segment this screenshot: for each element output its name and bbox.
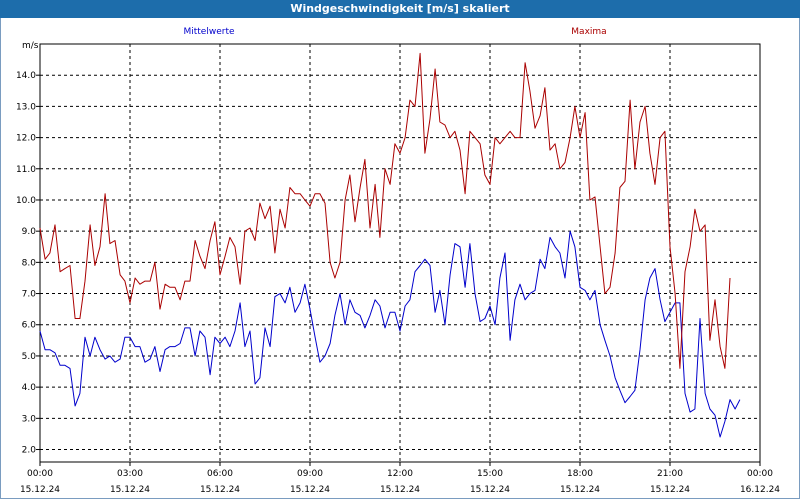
y-tick-label: 2.0 [22,446,37,456]
y-tick-label: 3.0 [22,414,37,424]
x-tick-date: 16.12.24 [740,485,780,495]
y-tick-label: 9.0 [22,227,37,237]
chart-title: Windgeschwindigkeit [m/s] skaliert [0,0,800,18]
x-tick-date: 15.12.24 [650,485,690,495]
y-tick-label: 7.0 [22,290,37,300]
x-tick-date: 15.12.24 [200,485,240,495]
x-tick-time: 09:00 [297,469,323,479]
y-tick-label: 11.0 [16,165,36,175]
x-tick-date: 15.12.24 [380,485,420,495]
x-tick-time: 18:00 [567,469,593,479]
x-tick-time: 06:00 [207,469,233,479]
y-tick-label: 14.0 [16,71,36,81]
x-tick-time: 00:00 [747,469,773,479]
y-axis: 2.0 3.0 4.0 5.0 6.0 7.0 8.0 9.0 10.0 11.0 12.0 13.0… [16,71,40,456]
series-lines [39,52,741,438]
y-tick-label: 13.0 [16,102,36,112]
legend-maxima: Maxima [571,27,606,37]
series-maxima-line [39,52,731,369]
x-tick-time: 12:00 [387,469,413,479]
x-tick-time: 21:00 [657,469,683,479]
x-tick-date: 15.12.24 [560,485,600,495]
y-tick-label: 6.0 [22,321,37,331]
x-tick-time: 00:00 [27,469,53,479]
x-tick-date: 15.12.24 [470,485,510,495]
x-tick-date: 15.12.24 [290,485,330,495]
x-axis: 00:00 15.12.24 03:00 15.12.24 06:00 15.12.24 0… [20,462,780,495]
x-tick-date: 15.12.24 [20,485,60,495]
x-tick-time: 15:00 [477,469,503,479]
y-tick-label: 4.0 [22,383,37,393]
y-tick-label: 8.0 [22,258,37,268]
x-tick-time: 03:00 [117,469,143,479]
x-tick-date: 15.12.24 [110,485,150,495]
y-axis-label: m/s [22,41,39,51]
series-mittelwerte-line [39,230,741,438]
y-tick-label: 5.0 [22,352,37,362]
y-tick-label: 12.0 [16,134,36,144]
grid-lines [40,44,760,462]
legend-mittelwerte: Mittelwerte [183,27,234,37]
y-tick-label: 10.0 [16,196,36,206]
